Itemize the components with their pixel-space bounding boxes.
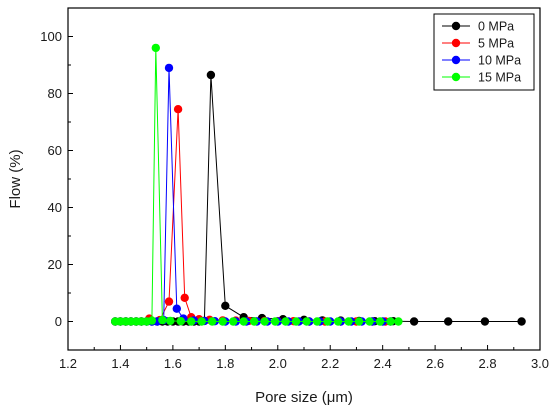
y-axis-title: Flow (%) — [7, 149, 24, 208]
data-point — [394, 317, 403, 326]
data-point — [229, 317, 238, 326]
data-point — [333, 317, 343, 326]
data-point — [365, 317, 374, 326]
data-point — [197, 317, 206, 326]
y-tick-label: 40 — [48, 200, 62, 215]
data-point — [187, 317, 196, 326]
series-line — [115, 47, 399, 322]
data-point — [164, 63, 174, 73]
series-line — [115, 67, 391, 322]
legend-marker — [451, 21, 461, 31]
data-point — [312, 317, 322, 326]
data-point — [250, 317, 259, 326]
legend-label: 15 MPa — [478, 71, 521, 85]
y-tick-label: 20 — [48, 257, 62, 272]
series-line — [115, 109, 386, 322]
y-tick-label: 0 — [55, 314, 62, 329]
x-tick-label: 2.8 — [479, 356, 497, 371]
data-point — [354, 317, 364, 326]
data-point — [172, 304, 181, 313]
x-tick-label: 1.8 — [216, 356, 234, 371]
x-tick-label: 1.6 — [164, 356, 182, 371]
y-tick-label: 80 — [48, 86, 62, 101]
x-tick-label: 2.2 — [321, 356, 339, 371]
data-point — [218, 317, 227, 326]
legend-marker — [451, 72, 461, 82]
data-point — [180, 293, 189, 302]
series-layer — [111, 43, 526, 326]
data-point — [291, 317, 301, 326]
data-point — [375, 317, 385, 326]
legend-label: 5 MPa — [478, 37, 514, 51]
data-point — [239, 317, 248, 326]
data-point — [158, 315, 167, 325]
data-point — [480, 317, 490, 326]
data-point — [281, 317, 290, 326]
legend-label: 0 MPa — [478, 20, 514, 34]
data-point — [166, 316, 175, 326]
data-point — [444, 317, 453, 326]
y-tick-label: 60 — [48, 143, 62, 158]
data-point — [271, 317, 280, 326]
x-axis-title: Pore size (μm) — [255, 389, 353, 406]
data-point — [517, 317, 526, 326]
legend-marker — [451, 38, 461, 48]
x-tick-label: 2.4 — [374, 356, 392, 371]
x-tick-label: 1.2 — [59, 356, 77, 371]
data-point — [323, 317, 332, 326]
legend: 0 MPa 5 MPa 10 MPa 15 MPa — [433, 13, 535, 91]
data-point — [173, 105, 183, 114]
data-point — [344, 317, 353, 326]
data-point — [386, 317, 395, 326]
data-point — [147, 316, 157, 325]
data-point — [164, 297, 174, 306]
x-tick-label: 1.4 — [111, 356, 129, 371]
legend-label: 10 MPa — [478, 54, 521, 68]
data-point — [260, 317, 269, 326]
x-tick-label: 2.0 — [269, 356, 287, 371]
data-point — [221, 301, 230, 310]
data-point — [206, 70, 216, 80]
data-point — [208, 317, 217, 326]
data-point — [151, 43, 160, 53]
ticks-layer: 1.2 1.4 1.6 1.8 2.0 2.2 2.4 2.6 2.8 3.0 0 20 40 60 80 1… — [40, 7, 549, 371]
x-tick-label: 2.6 — [426, 356, 444, 371]
x-tick-label: 3.0 — [531, 356, 549, 371]
data-point — [302, 317, 311, 326]
legend-marker — [451, 55, 461, 65]
y-tick-label: 100 — [40, 29, 62, 44]
data-point — [176, 317, 185, 326]
data-point — [409, 317, 419, 326]
series-15-mpa — [111, 43, 403, 326]
